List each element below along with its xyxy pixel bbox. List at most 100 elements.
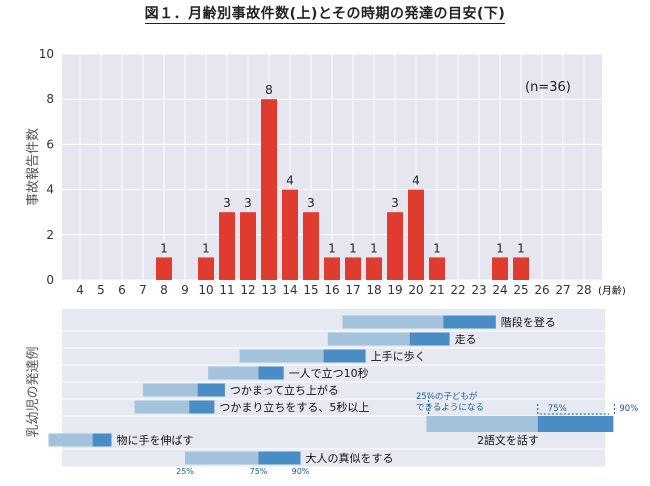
bar-value-label: 3 bbox=[307, 196, 315, 210]
x-tick-label: 6 bbox=[118, 283, 126, 297]
y-axis-label: 事故報告件数 bbox=[26, 128, 41, 206]
bar bbox=[366, 257, 382, 280]
y-tick-label: 10 bbox=[39, 47, 54, 61]
bar-value-label: 1 bbox=[202, 241, 210, 255]
bar-value-label: 3 bbox=[223, 196, 231, 210]
milestone-label: 一人で立つ10秒 bbox=[289, 366, 369, 380]
milestone-range-25-75 bbox=[134, 400, 190, 414]
milestone-range-75-90 bbox=[258, 451, 301, 465]
legend-note-line1: 25%の子どもが bbox=[416, 391, 478, 402]
milestone-range-75-90 bbox=[323, 349, 366, 363]
milestone-label: 上手に歩く bbox=[371, 349, 426, 363]
bar bbox=[513, 257, 529, 280]
milestone-label: 2語文を話す bbox=[477, 433, 539, 447]
milestone-range-75-90 bbox=[258, 366, 284, 380]
bar-value-label: 3 bbox=[391, 196, 399, 210]
x-tick-label: 16 bbox=[324, 283, 339, 297]
x-tick-label: 13 bbox=[261, 283, 276, 297]
x-tick-label: 10 bbox=[198, 283, 213, 297]
milestone-range-25-75 bbox=[185, 451, 259, 465]
milestone-range-25-75 bbox=[208, 366, 259, 380]
milestone-range-25-75 bbox=[239, 349, 324, 363]
x-tick-label: 14 bbox=[282, 283, 297, 297]
x-tick-label: 5 bbox=[97, 283, 105, 297]
bar-value-label: 4 bbox=[412, 174, 420, 188]
bar-value-label: 1 bbox=[496, 241, 504, 255]
milestone-label: 走る bbox=[455, 333, 477, 346]
x-axis-unit: (月齢) bbox=[598, 284, 626, 297]
bar bbox=[261, 99, 277, 280]
x-tick-label: 8 bbox=[160, 283, 168, 297]
bar bbox=[408, 189, 424, 280]
x-tick-label: 24 bbox=[492, 283, 507, 297]
legend-note-line2: できるようになる bbox=[416, 403, 484, 413]
x-tick-label: 9 bbox=[181, 283, 189, 297]
milestone-label: 階段を登る bbox=[501, 315, 556, 329]
legend-75: 75% bbox=[548, 404, 567, 414]
bar bbox=[492, 257, 508, 280]
milestone-range-75-90 bbox=[92, 433, 112, 447]
x-tick-label: 17 bbox=[345, 283, 360, 297]
x-tick-label: 4 bbox=[76, 283, 84, 297]
milestone-range-25-75 bbox=[342, 315, 444, 329]
x-tick-label: 12 bbox=[240, 283, 255, 297]
x-tick-label: 20 bbox=[408, 283, 423, 297]
sample-size-note: (n=36) bbox=[525, 80, 571, 95]
x-tick-label: 26 bbox=[534, 283, 549, 297]
axis-25-label: 25% bbox=[176, 467, 194, 476]
axis-90-label: 90% bbox=[292, 467, 310, 476]
milestone-range-75-90 bbox=[409, 332, 450, 346]
x-tick-label: 23 bbox=[471, 283, 486, 297]
x-tick-label: 18 bbox=[366, 283, 381, 297]
bar-value-label: 3 bbox=[244, 196, 252, 210]
y-tick-label: 6 bbox=[46, 137, 54, 151]
milestone-range-25-75 bbox=[143, 383, 198, 397]
bar bbox=[198, 257, 214, 280]
x-tick-label: 11 bbox=[219, 283, 234, 297]
bar bbox=[429, 257, 445, 280]
x-tick-label: 15 bbox=[303, 283, 318, 297]
x-tick-label: 21 bbox=[429, 283, 444, 297]
bar-value-label: 4 bbox=[286, 174, 294, 188]
milestone-range-75-90 bbox=[537, 416, 614, 432]
milestone-label: 物に手を伸ばす bbox=[117, 433, 194, 447]
x-tick-label: 25 bbox=[513, 283, 528, 297]
bar bbox=[282, 189, 298, 280]
x-tick-label: 19 bbox=[387, 283, 402, 297]
bar bbox=[219, 212, 235, 280]
y-tick-label: 8 bbox=[46, 92, 54, 106]
x-tick-label: 22 bbox=[450, 283, 465, 297]
bar-value-label: 1 bbox=[517, 241, 525, 255]
axis-75-label: 75% bbox=[250, 467, 268, 476]
x-tick-label: 28 bbox=[576, 283, 591, 297]
milestone-label: つかまって立ち上がる bbox=[230, 383, 339, 397]
bar-value-label: 1 bbox=[433, 241, 441, 255]
x-tick-label: 7 bbox=[139, 283, 147, 297]
milestone-range-25-75 bbox=[327, 332, 410, 346]
bar bbox=[387, 212, 403, 280]
y-tick-label: 0 bbox=[46, 273, 54, 287]
milestone-range-75-90 bbox=[443, 315, 496, 329]
bar-value-label: 8 bbox=[265, 83, 273, 97]
milestone-label: つかまり立ちをする、5秒以上 bbox=[219, 400, 369, 414]
bar bbox=[303, 212, 319, 280]
milestone-range-75-90 bbox=[189, 400, 215, 414]
milestone-range-25-75 bbox=[48, 433, 93, 447]
bar bbox=[240, 212, 256, 280]
bar-value-label: 1 bbox=[370, 241, 378, 255]
bar bbox=[324, 257, 340, 280]
y-tick-label: 4 bbox=[46, 183, 54, 197]
bar bbox=[345, 257, 361, 280]
milestone-range-25-75 bbox=[426, 416, 538, 432]
legend-90: 90% bbox=[619, 404, 638, 414]
milestone-label: 大人の真似をする bbox=[306, 451, 394, 465]
milestone-range-75-90 bbox=[197, 383, 225, 397]
page-title: 図１．月齢別事故件数(上)とその時期の発達の目安(下) bbox=[144, 6, 506, 24]
x-tick-label: 27 bbox=[555, 283, 570, 297]
bar bbox=[156, 257, 172, 280]
development-axis-label: 乳幼児の発達例 bbox=[26, 346, 41, 437]
bar-value-label: 1 bbox=[160, 241, 168, 255]
bar-value-label: 1 bbox=[349, 241, 357, 255]
bar-value-label: 1 bbox=[328, 241, 336, 255]
